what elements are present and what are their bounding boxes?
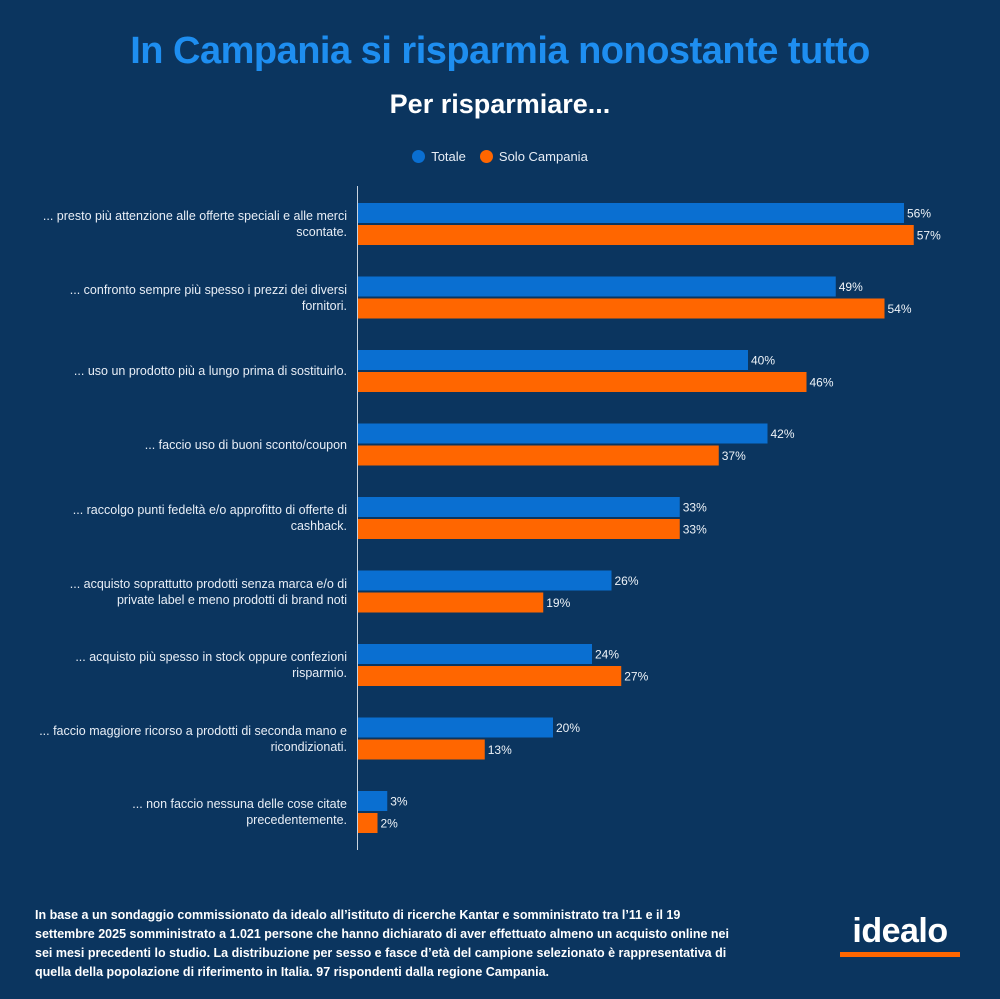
category-label: ... acquisto soprattutto prodotti senza … (69, 576, 347, 607)
bar-totale (358, 570, 612, 591)
data-label: 26% (615, 574, 639, 588)
bar-totale (358, 717, 553, 738)
legend: Totale Solo Campania (0, 149, 1000, 164)
bar-totale (358, 203, 904, 223)
data-label: 13% (488, 743, 512, 757)
logo-underline (840, 952, 960, 957)
data-label: 40% (751, 354, 775, 368)
bars-group: 56% 57% 49% 54% 40% 46% 42% 37% 33% 33% 26% 19% 24% 2… (358, 203, 941, 833)
legend-swatch-totale (412, 150, 426, 163)
bar-campania (358, 298, 885, 319)
data-label: 42% (771, 427, 795, 441)
bar-totale (358, 791, 388, 811)
data-label: 57% (917, 229, 941, 243)
data-label: 19% (546, 596, 570, 610)
data-label: 33% (683, 501, 707, 515)
bar-campania (358, 225, 914, 245)
category-label: ... non faccio nessuna delle cose citate… (132, 797, 347, 827)
idealo-logo: idealo (840, 912, 960, 957)
category-label: ... uso un prodotto più a lungo prima di… (73, 364, 347, 378)
bar-totale (358, 423, 768, 444)
bar-campania (358, 445, 719, 466)
footnote: In base a un sondaggio commissionato da … (35, 908, 729, 979)
bar-campania (358, 739, 485, 760)
category-label: ... presto più attenzione alle offerte s… (42, 209, 347, 239)
category-label: ... raccolgo punti fedeltà e/o approfitt… (72, 503, 347, 533)
bar-campania (358, 666, 622, 686)
data-label: 27% (624, 670, 648, 684)
data-label: 37% (722, 449, 746, 463)
category-label: ... faccio uso di buoni sconto/coupon (144, 437, 347, 452)
data-label: 2% (381, 817, 399, 831)
data-label: 20% (556, 721, 580, 735)
legend-item-campania: Solo Campania (479, 149, 588, 164)
legend-label-campania: Solo Campania (498, 149, 588, 164)
data-label: 24% (595, 648, 619, 662)
bar-totale (358, 644, 592, 664)
bar-totale (358, 276, 836, 297)
chart-subtitle: Per risparmiare... (389, 89, 611, 119)
bar-totale (358, 350, 748, 370)
bar-totale (358, 497, 680, 517)
legend-swatch-campania (479, 150, 493, 163)
bar-campania (358, 519, 680, 539)
bar-campania (358, 592, 544, 613)
legend-label-totale: Totale (431, 149, 466, 164)
data-label: 46% (810, 376, 834, 390)
data-label: 54% (888, 302, 912, 316)
bar-campania (358, 372, 807, 392)
data-label: 56% (907, 207, 931, 221)
chart-title: In Campania si risparmia nonostante tutt… (130, 30, 870, 72)
category-label: ... acquisto più spesso in stock oppure … (75, 650, 347, 680)
data-label: 33% (683, 523, 707, 537)
category-label: ... faccio maggiore ricorso a prodotti d… (39, 723, 347, 754)
logo-text: idealo (852, 912, 948, 950)
data-label: 49% (839, 280, 863, 294)
data-label: 3% (390, 795, 408, 809)
category-label: ... confronto sempre più spesso i prezzi… (69, 282, 347, 313)
bar-campania (358, 813, 378, 833)
legend-item-totale: Totale (412, 149, 466, 164)
